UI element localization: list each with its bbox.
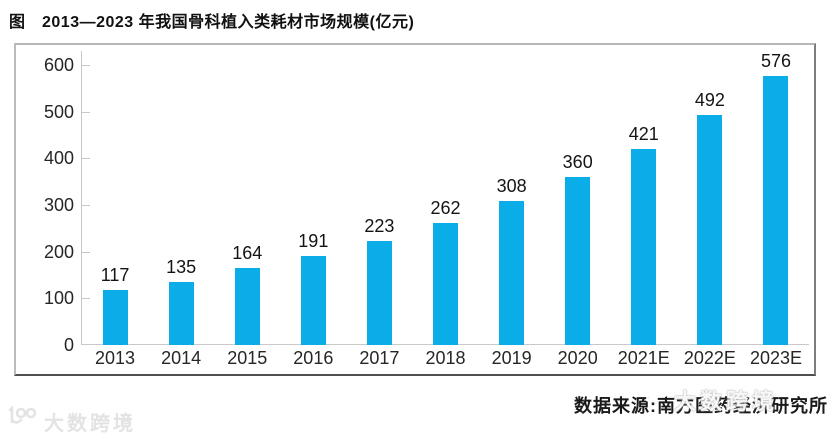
bar (565, 177, 591, 345)
y-axis-tick-label: 600 (43, 55, 74, 75)
bar-slot: 421 (611, 124, 677, 345)
x-axis-tick-label: 2021E (617, 348, 670, 368)
bar-slot: 308 (479, 176, 545, 345)
bar (499, 201, 525, 345)
bar-value-label: 164 (232, 243, 263, 263)
bar-slot: 576 (743, 51, 809, 345)
bar-value-label: 492 (694, 90, 725, 110)
x-axis-labels: 2013 2014 2015 2016 2017 2018 2019 2020 2021E 202… (82, 348, 809, 369)
bar-slot: 360 (545, 152, 611, 345)
bar (234, 268, 260, 345)
bar-slot: 117 (82, 265, 148, 345)
bar-value-label: 360 (562, 152, 593, 172)
bar-value-label: 223 (364, 216, 395, 236)
bar-slot: 135 (148, 257, 214, 345)
x-axis-tick-label: 2020 (557, 348, 598, 368)
watermark-bottom-left: 大数跨境 (6, 404, 136, 436)
x-axis-tick-label: 2013 (95, 348, 136, 368)
y-axis-tick-mark (81, 205, 90, 206)
bar-slot: 492 (677, 90, 743, 345)
bar-value-label: 191 (298, 231, 329, 251)
bar-slot: 191 (280, 231, 346, 345)
chart-frame: 600 500 400 300 200 100 0 117 135 164 191 223 262 30… (14, 43, 816, 376)
x-axis-tick-label: 2015 (227, 348, 268, 368)
bar (102, 290, 128, 345)
bar-value-label: 421 (628, 124, 659, 144)
bar-value-label: 308 (496, 176, 527, 196)
bar-slot: 164 (214, 243, 280, 345)
data-source-caption: 数据来源:南方医药经济研究所 (574, 396, 828, 416)
x-axis-tick-label: 2023E (749, 348, 803, 368)
page-title: 图 2013—2023 年我国骨科植入类耗材市场规模(亿元) (9, 14, 415, 31)
y-axis-tick-label: 500 (43, 101, 74, 122)
y-axis-tick-mark (81, 158, 90, 160)
bar-slot: 223 (346, 216, 412, 345)
y-axis-tick-label: 300 (43, 195, 74, 215)
bar-value-label: 135 (166, 257, 197, 277)
watermark-logo-icon (6, 404, 40, 436)
y-axis-tick-label: 100 (43, 288, 74, 309)
y-axis-line (81, 51, 82, 345)
bar-value-label: 117 (100, 265, 130, 285)
y-axis-tick-mark (81, 251, 90, 253)
bar (763, 76, 789, 345)
bar-slot: 262 (412, 198, 478, 345)
bars-row: 117 135 164 191 223 262 308 360 421 492 576 (82, 45, 809, 345)
y-axis-tick-label: 200 (43, 241, 74, 262)
y-axis-tick-mark (81, 111, 90, 113)
y-axis-tick-mark (81, 65, 90, 66)
watermark-text: 大数跨境 (44, 412, 136, 435)
y-axis-tick-mark (81, 298, 90, 300)
bar-value-label: 262 (430, 198, 461, 218)
x-axis-tick-label: 2022E (683, 348, 736, 368)
x-axis-tick-label: 2016 (293, 348, 334, 368)
x-axis-tick-label: 2017 (359, 348, 400, 368)
x-axis-tick-label: 2014 (161, 348, 202, 368)
x-axis-tick-label: 2019 (491, 348, 532, 368)
bar (366, 241, 392, 345)
bar (300, 256, 326, 345)
bar (631, 149, 657, 345)
bar (433, 223, 459, 345)
x-axis-tick-label: 2018 (425, 348, 466, 368)
y-axis-tick-label: 400 (43, 148, 74, 169)
bar (168, 282, 194, 345)
bar-value-label: 576 (760, 51, 791, 71)
y-axis-tick-label: 0 (63, 335, 74, 355)
bar (697, 115, 723, 345)
